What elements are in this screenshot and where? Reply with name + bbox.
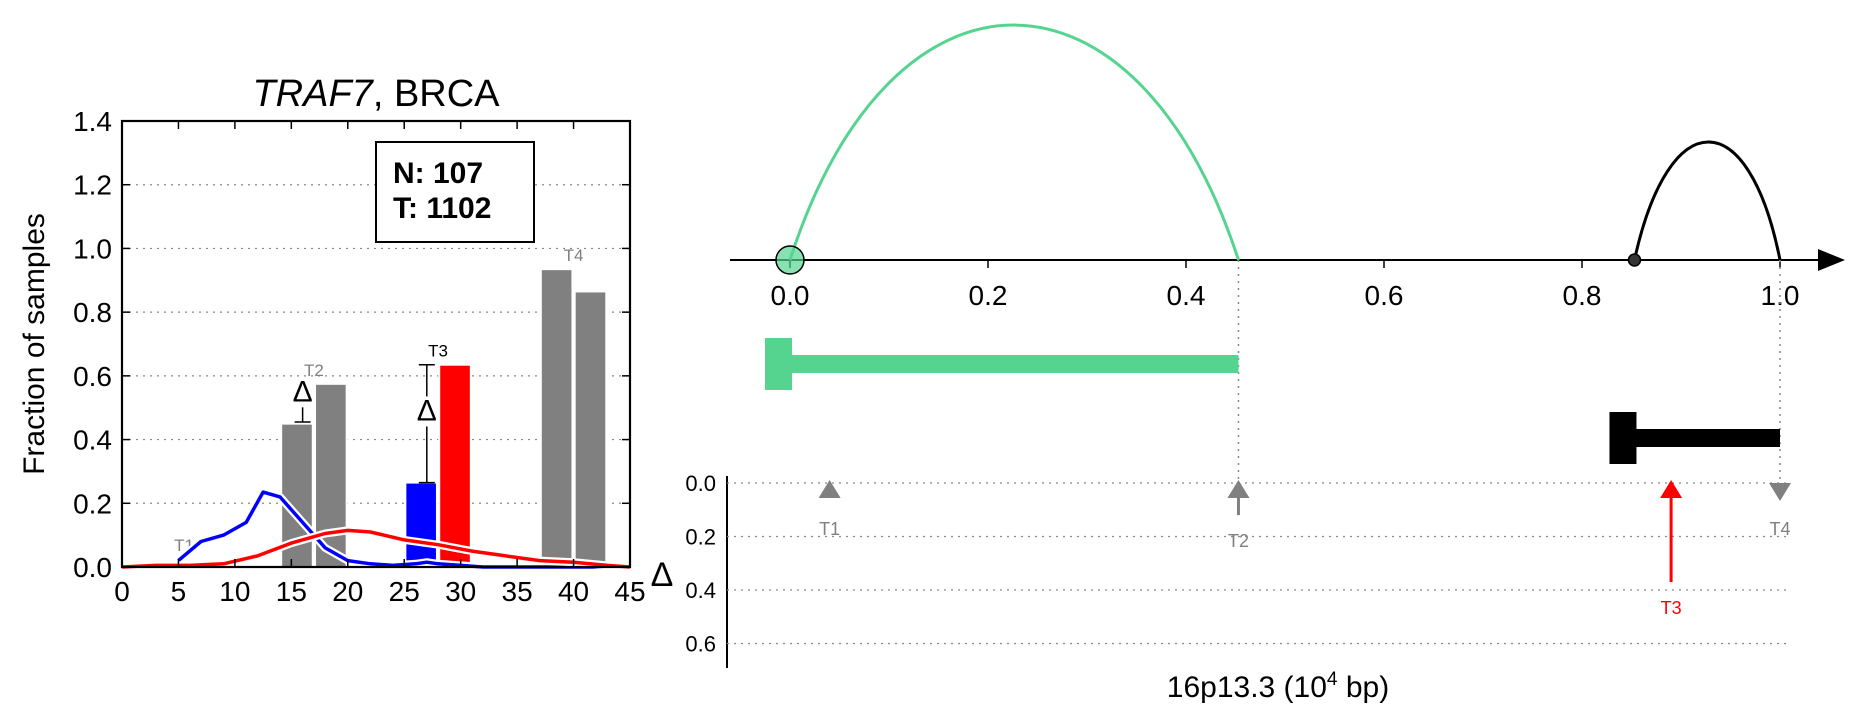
title-gene: TRAF7 <box>252 73 374 115</box>
splice-arc <box>1633 140 1782 261</box>
delta-axis-label: Δ <box>651 556 674 594</box>
y-tick-label: 1.4 <box>73 106 112 137</box>
delta-symbol: Δ <box>417 394 437 427</box>
x-tick-label: 20 <box>332 576 363 607</box>
delta-marker-up-icon <box>818 480 841 498</box>
x-tick-label: 40 <box>558 576 589 607</box>
axis-tick-label: 0.6 <box>1365 280 1404 311</box>
breakpoint-dot <box>1627 253 1642 267</box>
delta-marker-label: T1 <box>819 519 840 539</box>
x-tick-label: 10 <box>219 576 250 607</box>
y-tick-label: 0.6 <box>73 361 112 392</box>
gene-head <box>1609 412 1637 464</box>
y-tick-label: 0.8 <box>73 297 112 328</box>
series-line <box>121 528 631 569</box>
chart-title: TRAF7, BRCA <box>252 73 500 115</box>
delta-tick-label: 0.4 <box>685 578 716 603</box>
delta-tick-label: 0.0 <box>685 471 716 496</box>
x-tick-label: 0 <box>114 576 130 607</box>
delta-symbol-bg <box>413 396 440 427</box>
axis-arrow-icon <box>1818 249 1845 271</box>
bar-label: T2 <box>304 361 324 380</box>
y-tick-label: 0.0 <box>73 552 112 583</box>
axis-tick-label: 0.8 <box>1563 280 1602 311</box>
bar-label: T4 <box>564 246 584 265</box>
gene-body <box>1634 429 1780 447</box>
x-tick-label: 30 <box>445 576 476 607</box>
locus-label-tail: bp) <box>1338 671 1390 704</box>
y-tick-label: 1.2 <box>73 170 112 201</box>
delta-symbol: Δ <box>293 375 313 408</box>
locus-label: 16p13.3 (104 bp) <box>1167 669 1389 704</box>
delta-marker-label: T3 <box>1661 598 1682 618</box>
delta-tick-label: 0.6 <box>685 632 716 657</box>
gene-head <box>765 338 792 390</box>
delta-marker-label: T4 <box>1769 519 1790 539</box>
y-tick-label: 0.4 <box>73 425 112 456</box>
delta-symbol-bg <box>289 377 316 408</box>
delta-tick-label: 0.2 <box>685 525 716 550</box>
bar-label: T3 <box>428 342 448 361</box>
delta-marker-down-icon <box>1769 483 1791 501</box>
bar <box>539 268 574 568</box>
y-tick-label: 0.2 <box>73 488 112 519</box>
locus-label-sup: 4 <box>1327 669 1338 690</box>
locus-label-main: 16p13.3 (10 <box>1167 671 1327 704</box>
delta-marker-label: T2 <box>1228 531 1249 551</box>
x-tick-label: 5 <box>171 576 187 607</box>
delta-marker-up-icon <box>1227 480 1250 498</box>
x-tick-label: 45 <box>614 576 645 607</box>
title-cancer: , BRCA <box>373 73 500 115</box>
x-tick-label: 35 <box>502 576 533 607</box>
axis-tick-label: 0.2 <box>969 280 1008 311</box>
sample-count-box <box>375 141 535 243</box>
x-tick-label: 25 <box>389 576 420 607</box>
delta-marker-up-icon <box>1660 480 1683 498</box>
normal-count: N: 107 <box>393 157 483 190</box>
axis-tick-label: 0.0 <box>771 280 810 311</box>
tumor-count: T: 1102 <box>393 192 491 225</box>
y-axis-label: Fraction of samples <box>18 213 51 475</box>
breakpoint-circle <box>775 245 805 275</box>
gene-body <box>790 355 1239 373</box>
plot-frame <box>120 119 632 569</box>
splice-arc <box>788 23 1240 261</box>
y-tick-label: 1.0 <box>73 233 112 264</box>
axis-tick-label: 0.4 <box>1167 280 1206 311</box>
bar <box>438 363 472 569</box>
bar <box>573 290 608 568</box>
x-tick-label: 15 <box>276 576 307 607</box>
bar <box>404 481 438 569</box>
